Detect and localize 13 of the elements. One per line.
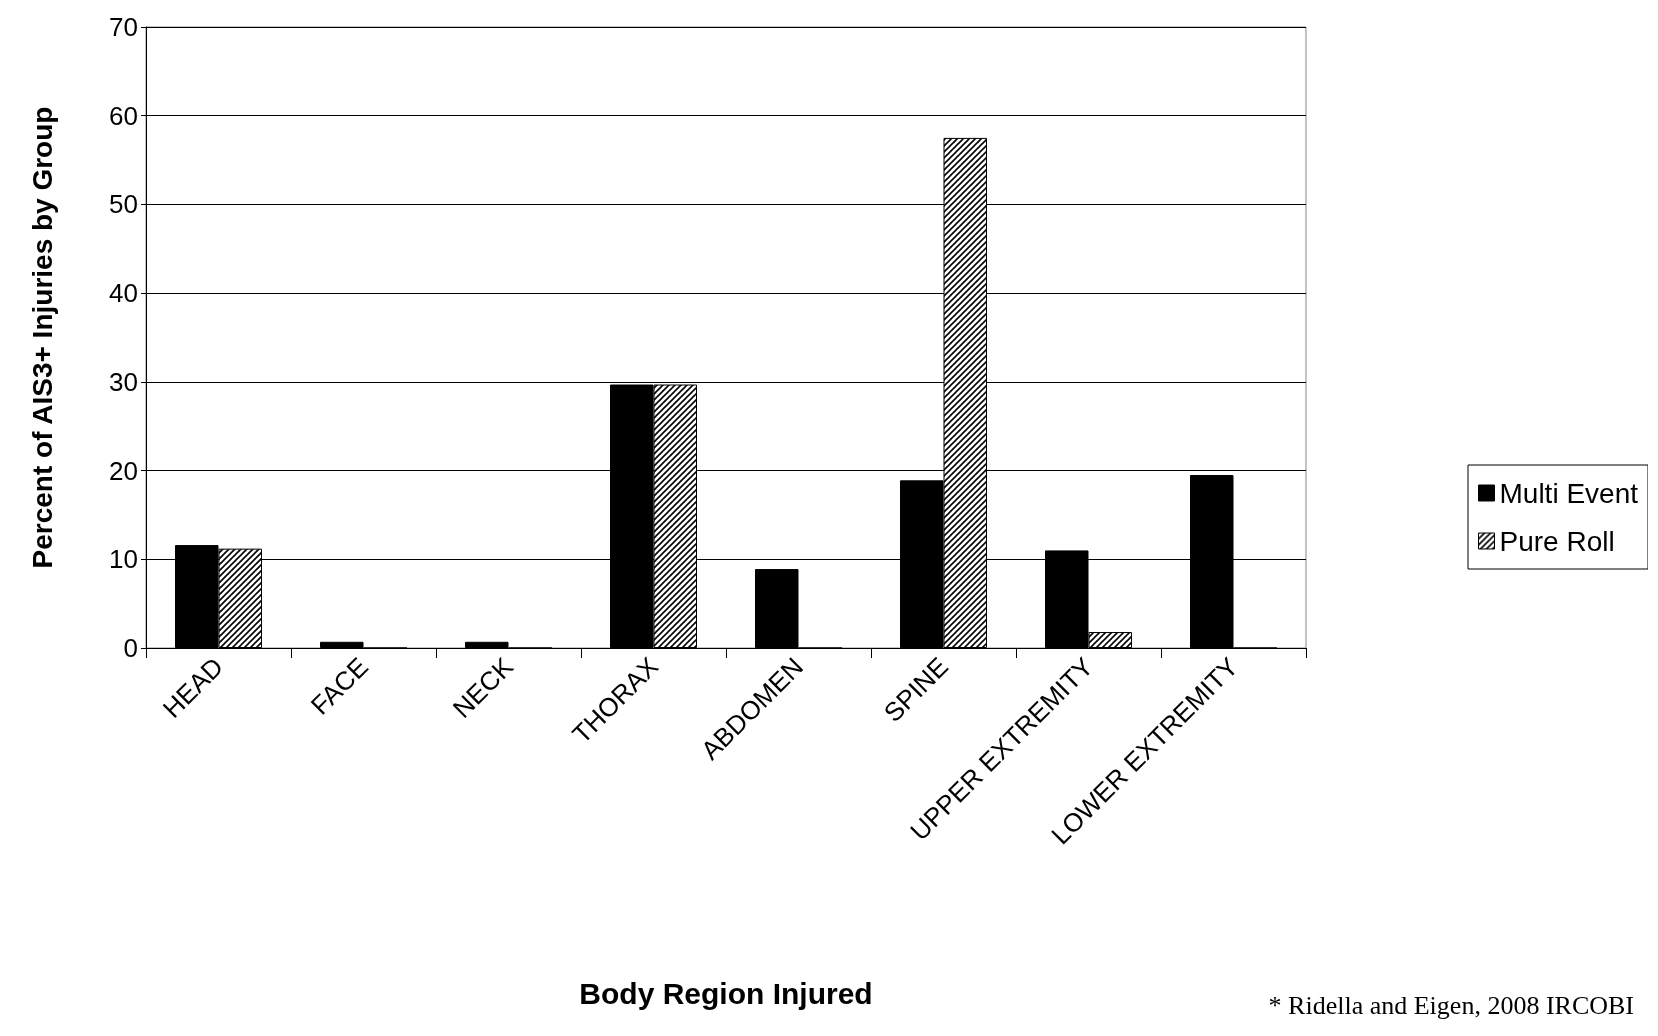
x-axis-title: Body Region Injured xyxy=(579,976,873,1010)
y-axis-title: Percent of AIS3+ Injuries by Group xyxy=(26,106,58,569)
y-tick-label: 50 xyxy=(109,189,138,220)
y-tick-label: 30 xyxy=(109,366,138,397)
y-tick-label: 60 xyxy=(109,100,138,131)
text: * Ridella and Eigen, 2008 IRCOBI xyxy=(1268,990,1635,1020)
y-tick-label: 10 xyxy=(109,544,138,575)
y-tick-label: 40 xyxy=(109,278,138,309)
y-tick-label: 0 xyxy=(123,633,138,663)
y-tick-label: 20 xyxy=(109,455,138,486)
legend-label: Pure Roll xyxy=(1499,525,1615,557)
y-tick-label: 70 xyxy=(109,12,138,42)
legend-label: Multi Event xyxy=(1499,477,1639,509)
